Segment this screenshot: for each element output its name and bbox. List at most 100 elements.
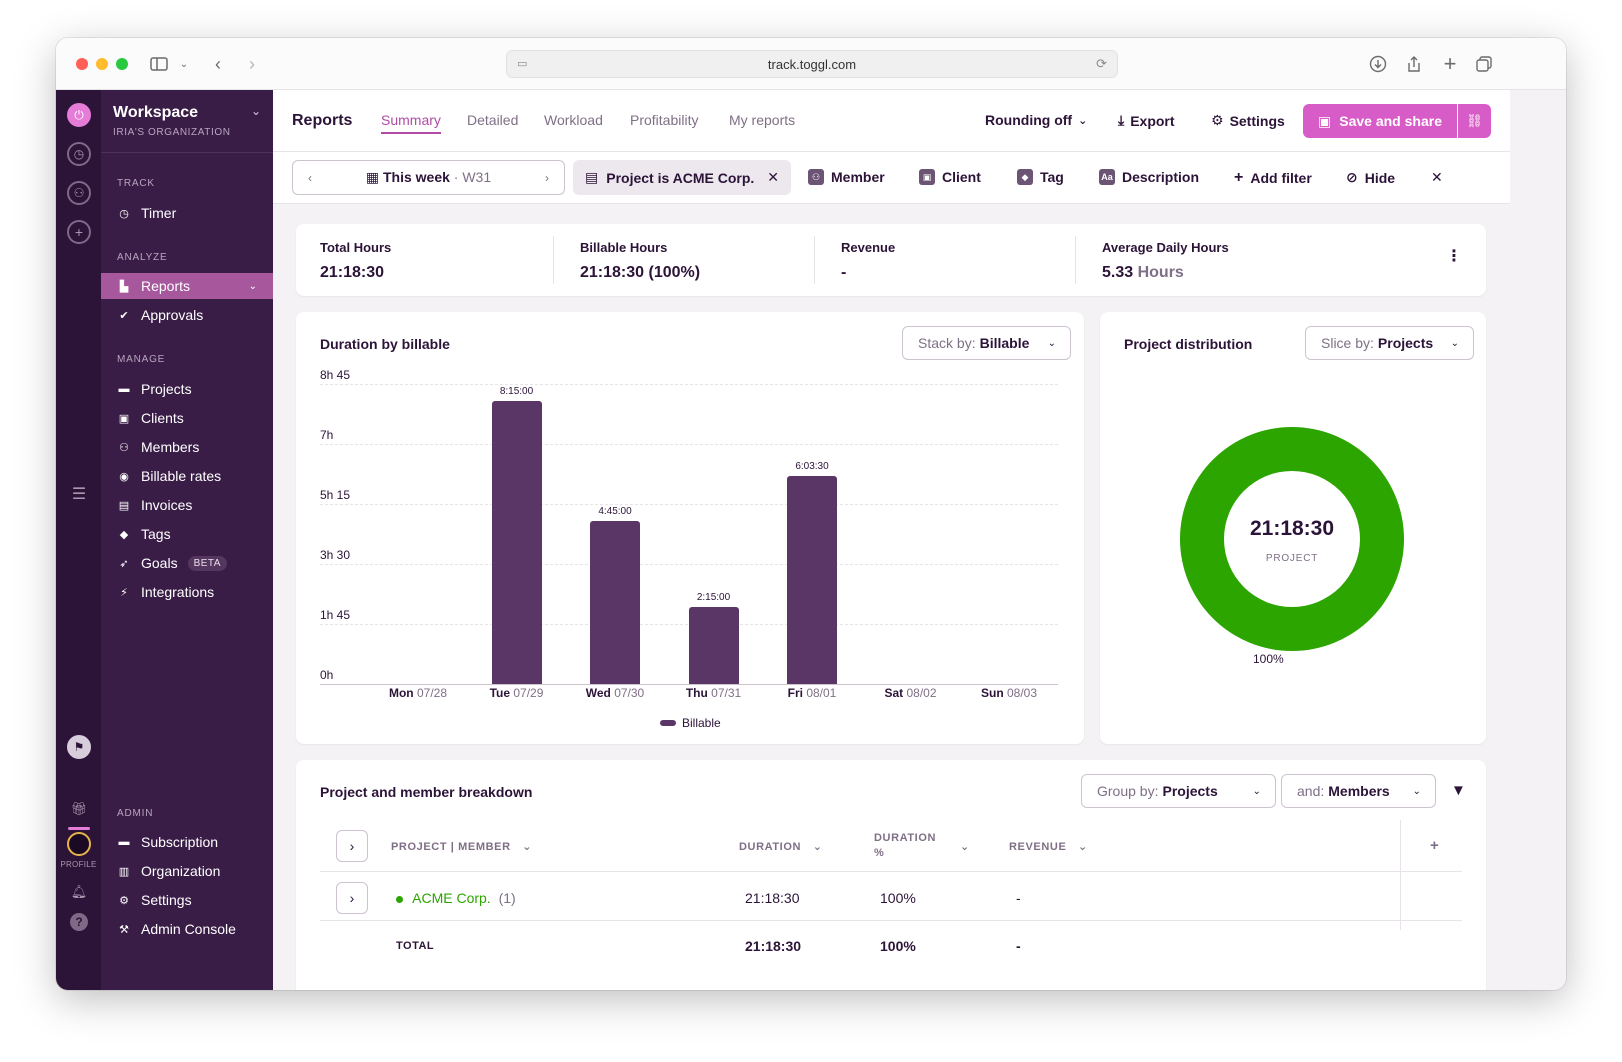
chevron-down-icon[interactable]: ⌄ bbox=[960, 841, 970, 853]
new-tab-icon[interactable]: + bbox=[1443, 51, 1457, 76]
sidebar-item-invoices[interactable]: ▤ Invoices bbox=[101, 492, 273, 518]
chevron-down-icon[interactable]: ⌄ bbox=[250, 104, 261, 118]
tab-overview-icon[interactable] bbox=[1474, 50, 1494, 78]
downloads-icon[interactable] bbox=[1368, 50, 1388, 78]
export-button[interactable]: ⤓ Export bbox=[1118, 112, 1175, 129]
sidebar-item-billable-rates[interactable]: ◉ Billable rates bbox=[101, 463, 273, 489]
stack-by-select[interactable]: Stack by: Billable ⌄ bbox=[902, 326, 1071, 360]
column-duration[interactable]: DURATION ⌄ bbox=[739, 840, 823, 853]
average-daily-stat: Average Daily Hours 5.33 Hours bbox=[1102, 240, 1229, 282]
sidebar-item-subscription[interactable]: ▬ Subscription bbox=[101, 829, 273, 855]
chevron-down-icon[interactable]: ⌄ bbox=[179, 58, 189, 70]
invoice-icon: ▤ bbox=[118, 499, 130, 512]
expand-row-button[interactable]: › bbox=[336, 882, 368, 914]
date-range-picker[interactable]: ‹ ▦ This week · W31 › bbox=[292, 160, 565, 195]
sub-group-prefix: and: bbox=[1297, 783, 1325, 799]
sidebar-item-projects[interactable]: ▬ Projects bbox=[101, 376, 273, 402]
sidebar-item-integrations[interactable]: ⚡ Integrations bbox=[101, 579, 273, 605]
sidebar-item-reports[interactable]: ▙ Reports ⌄ bbox=[101, 273, 273, 299]
member-filter-button[interactable]: ⚇ Member bbox=[808, 169, 885, 185]
next-week-button[interactable]: › bbox=[545, 170, 549, 185]
add-filter-button[interactable]: + Add filter bbox=[1234, 169, 1312, 187]
copy-link-button[interactable]: ⛓ bbox=[1458, 104, 1491, 138]
filter-icon[interactable]: ▼ bbox=[1451, 782, 1466, 799]
sidebar-toggle-icon[interactable] bbox=[148, 50, 170, 78]
save-and-share-button[interactable]: ▣ Save and share bbox=[1303, 104, 1457, 138]
reload-icon[interactable]: ⟳ bbox=[1096, 56, 1107, 71]
sidebar-item-tags[interactable]: ◆ Tags bbox=[101, 521, 273, 547]
sidebar-item-admin-console[interactable]: ⚒ Admin Console bbox=[101, 916, 273, 942]
close-icon[interactable]: ✕ bbox=[767, 169, 779, 185]
bell-icon[interactable]: 🔔︎ bbox=[70, 884, 88, 899]
tab-my-reports[interactable]: My reports bbox=[729, 112, 796, 128]
expand-all-button[interactable]: › bbox=[336, 830, 368, 862]
back-icon[interactable]: ‹ bbox=[215, 53, 221, 74]
page-settings-icon[interactable]: ▭ bbox=[517, 58, 528, 70]
x-tick-label: Fri 08/01 bbox=[762, 686, 862, 700]
sidebar-item-approvals[interactable]: ✔ Approvals bbox=[101, 302, 273, 328]
tab-workload[interactable]: Workload bbox=[544, 112, 603, 128]
table-row-project[interactable]: ACME Corp. (1) bbox=[396, 890, 516, 906]
rounding-dropdown[interactable]: Rounding off ⌄ bbox=[985, 112, 1087, 128]
add-column-icon[interactable]: + bbox=[1430, 837, 1440, 854]
donut-slice-acme-corp[interactable]: 21:18:30 PROJECT bbox=[1180, 427, 1404, 651]
download-icon: ⤓ bbox=[1118, 112, 1125, 128]
x-tick-day: Mon bbox=[388, 686, 417, 700]
hide-filters-button[interactable]: ⊘ Hide bbox=[1346, 169, 1395, 186]
slice-by-select[interactable]: Slice by: Projects ⌄ bbox=[1305, 326, 1474, 360]
x-tick-date: 08/02 bbox=[906, 686, 937, 700]
team-icon[interactable]: ⚇ bbox=[67, 181, 91, 205]
total-duration-percent: 100% bbox=[880, 938, 916, 954]
sidebar-item-organization[interactable]: ▥ Organization bbox=[101, 858, 273, 884]
group-by-select[interactable]: Group by: Projects ⌄ bbox=[1081, 774, 1276, 808]
description-filter-button[interactable]: Aa Description bbox=[1099, 169, 1199, 185]
column-duration-percent[interactable]: DURATION % bbox=[874, 832, 936, 859]
help-icon[interactable]: ? bbox=[70, 913, 88, 931]
eye-off-icon: ⊘ bbox=[1346, 169, 1358, 185]
tab-detailed[interactable]: Detailed bbox=[467, 112, 519, 128]
clock-icon[interactable]: ◷ bbox=[67, 142, 91, 166]
zoom-window-button[interactable] bbox=[116, 58, 128, 70]
total-hours-stat: Total Hours 21:18:30 bbox=[320, 240, 391, 282]
bar-fri[interactable] bbox=[787, 476, 837, 684]
minimize-window-button[interactable] bbox=[96, 58, 108, 70]
x-tick-date: 07/29 bbox=[513, 686, 544, 700]
close-window-button[interactable] bbox=[76, 58, 88, 70]
collapse-menu-icon[interactable]: ☰ bbox=[71, 486, 87, 503]
clear-filters-button[interactable]: ✕ bbox=[1431, 169, 1443, 186]
sub-group-value: Members bbox=[1328, 783, 1390, 799]
column-revenue[interactable]: REVENUE ⌄ bbox=[1009, 840, 1088, 853]
sub-group-select[interactable]: and: Members ⌄ bbox=[1281, 774, 1436, 808]
forward-icon[interactable]: › bbox=[249, 53, 255, 74]
more-options-icon[interactable]: ⋮ bbox=[1446, 248, 1462, 265]
tag-filter-button[interactable]: ◆ Tag bbox=[1017, 169, 1064, 185]
column-project-member[interactable]: PROJECT | MEMBER ⌄ bbox=[391, 840, 532, 853]
admin-icon: ⚒ bbox=[119, 923, 129, 936]
row-divider bbox=[320, 920, 1462, 921]
bar-wed[interactable] bbox=[590, 521, 640, 684]
sidebar-item-members[interactable]: ⚇ Members bbox=[101, 434, 273, 460]
share-icon[interactable] bbox=[1404, 50, 1424, 78]
group-by-value: Projects bbox=[1162, 783, 1218, 799]
bar-thu[interactable] bbox=[688, 606, 739, 684]
tab-summary[interactable]: Summary bbox=[381, 112, 441, 134]
power-icon[interactable]: ⏻ bbox=[67, 103, 91, 127]
gift-icon[interactable]: 🎁︎ bbox=[70, 801, 88, 816]
add-workspace-icon[interactable]: + bbox=[67, 220, 91, 244]
sidebar-item-timer[interactable]: ◷ Timer bbox=[101, 200, 273, 226]
flag-icon[interactable]: ⚑ bbox=[67, 735, 91, 759]
address-bar[interactable]: ▭ track.toggl.com ⟳ bbox=[506, 50, 1118, 78]
card-icon: ▬ bbox=[118, 836, 130, 848]
sidebar-item-clients[interactable]: ▣ Clients bbox=[101, 405, 273, 431]
date-range-label[interactable]: ▦ This week · W31 bbox=[327, 169, 530, 186]
previous-week-button[interactable]: ‹ bbox=[308, 170, 312, 185]
bar-tue[interactable] bbox=[491, 401, 542, 684]
sidebar-item-goals[interactable]: ➶ Goals BETA bbox=[101, 550, 273, 576]
client-filter-button[interactable]: ▣ Client bbox=[919, 169, 981, 185]
avatar[interactable] bbox=[67, 832, 91, 856]
sidebar-item-settings[interactable]: ⚙ Settings bbox=[101, 887, 273, 913]
tab-profitability[interactable]: Profitability bbox=[630, 112, 699, 128]
workspace-title[interactable]: Workspace bbox=[113, 104, 199, 121]
settings-button[interactable]: ⚙ Settings bbox=[1211, 112, 1285, 129]
project-filter-chip[interactable]: ▤ Project is ACME Corp. ✕ bbox=[573, 160, 791, 195]
